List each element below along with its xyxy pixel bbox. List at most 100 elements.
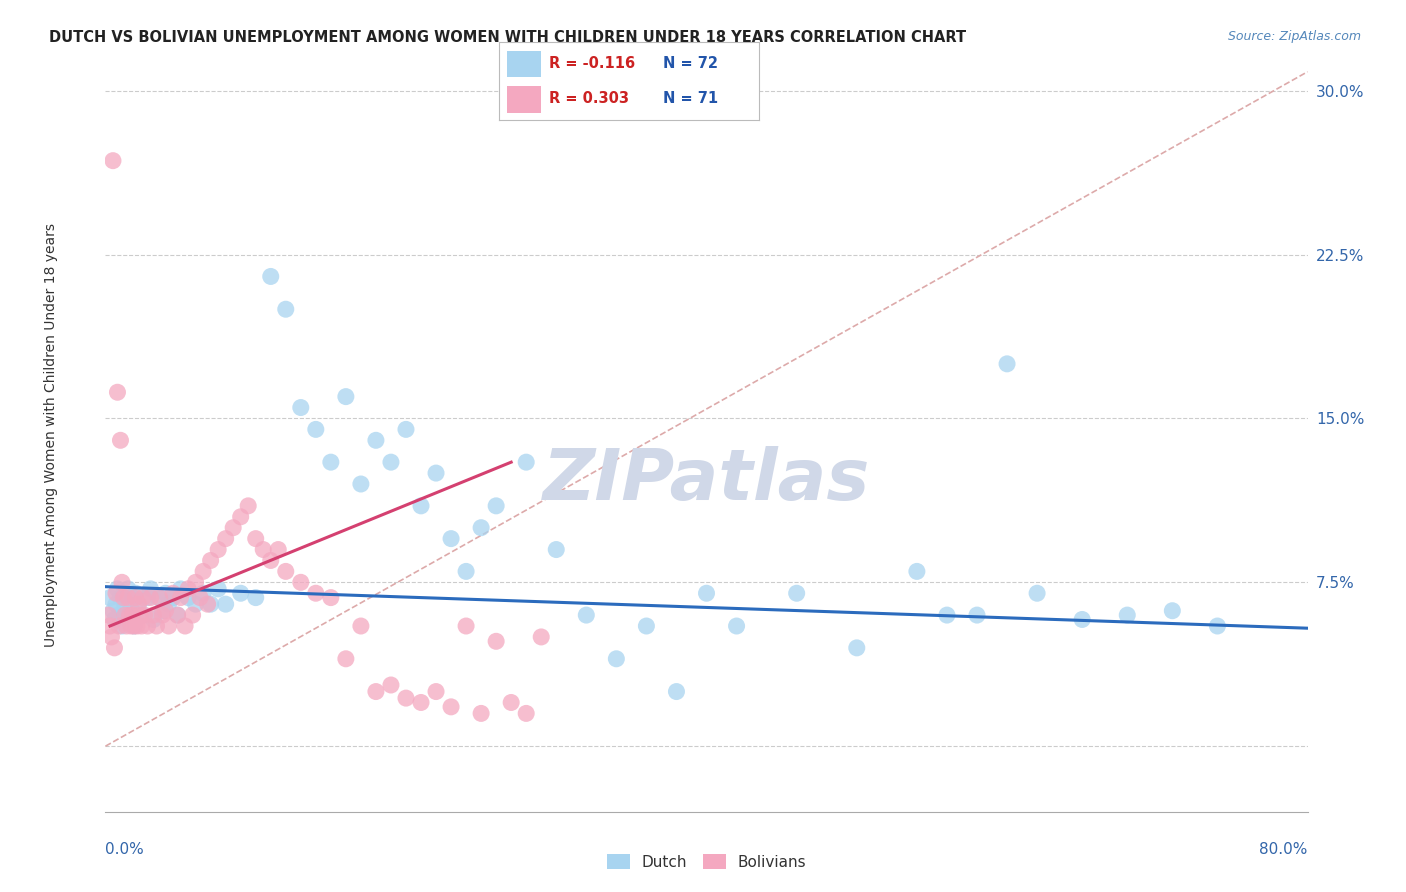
Point [425, 466, 447, 480]
Point [100, 630, 122, 644]
Point [142, 612, 165, 626]
Point [184, 575, 207, 590]
Text: 80.0%: 80.0% [1260, 842, 1308, 857]
Point [98, 591, 121, 605]
Point [515, 455, 537, 469]
Point [936, 608, 959, 623]
Point [1206, 619, 1229, 633]
Point [125, 619, 148, 633]
Point [128, 597, 150, 611]
Point [118, 608, 141, 623]
Point [470, 521, 492, 535]
Point [124, 591, 146, 605]
Point [380, 678, 402, 692]
Point [440, 532, 463, 546]
Point [696, 586, 718, 600]
Text: ZIPatlas: ZIPatlas [543, 446, 870, 515]
Point [117, 591, 139, 605]
Point [132, 608, 155, 623]
Point [966, 608, 988, 623]
Point [605, 652, 627, 666]
Point [485, 634, 508, 648]
Point [229, 586, 252, 600]
Point [134, 608, 156, 623]
Point [117, 582, 139, 596]
Point [200, 597, 222, 611]
Point [103, 640, 125, 655]
Point [166, 608, 188, 623]
Point [274, 565, 297, 579]
Point [364, 434, 387, 448]
Point [238, 499, 260, 513]
Point [108, 619, 131, 633]
Point [501, 696, 523, 710]
Point [191, 586, 214, 600]
Point [104, 586, 127, 600]
Point [110, 434, 132, 448]
Point [145, 619, 167, 633]
Point [191, 565, 214, 579]
Point [152, 604, 174, 618]
Point [142, 608, 165, 623]
Point [207, 582, 229, 596]
Point [111, 619, 134, 633]
Point [409, 696, 432, 710]
Point [169, 591, 191, 605]
Point [409, 499, 432, 513]
Point [118, 612, 141, 626]
Point [395, 422, 418, 436]
FancyBboxPatch shape [508, 86, 541, 112]
Point [214, 532, 236, 546]
Point [290, 575, 312, 590]
Point [115, 619, 138, 633]
Point [146, 591, 169, 605]
Point [181, 608, 204, 623]
Point [319, 591, 342, 605]
Point [101, 153, 124, 168]
Point [157, 619, 180, 633]
Point [128, 597, 150, 611]
Point [260, 553, 283, 567]
Point [364, 684, 387, 698]
Point [103, 612, 125, 626]
Point [786, 586, 808, 600]
Point [267, 542, 290, 557]
Point [169, 582, 191, 596]
Point [200, 553, 222, 567]
Point [114, 597, 136, 611]
Legend: Dutch, Bolivians: Dutch, Bolivians [600, 847, 813, 876]
Point [122, 619, 145, 633]
Point [207, 542, 229, 557]
Point [1161, 604, 1184, 618]
Point [108, 608, 131, 623]
Text: N = 71: N = 71 [664, 91, 718, 106]
Point [139, 591, 162, 605]
Point [148, 591, 170, 605]
Point [470, 706, 492, 721]
Point [546, 542, 568, 557]
Point [120, 619, 142, 633]
Point [454, 619, 477, 633]
Point [152, 608, 174, 623]
Point [155, 604, 177, 618]
Point [157, 597, 180, 611]
Point [290, 401, 312, 415]
Point [107, 582, 129, 596]
Point [155, 586, 177, 600]
Point [229, 509, 252, 524]
Point [162, 591, 184, 605]
Point [274, 302, 297, 317]
Point [245, 532, 267, 546]
Point [515, 706, 537, 721]
Point [114, 608, 136, 623]
Point [111, 575, 134, 590]
Point [380, 455, 402, 469]
Point [121, 608, 143, 623]
Point [725, 619, 748, 633]
Point [845, 640, 868, 655]
Point [112, 591, 135, 605]
Point [122, 619, 145, 633]
Point [440, 699, 463, 714]
Point [131, 619, 153, 633]
FancyBboxPatch shape [508, 51, 541, 78]
